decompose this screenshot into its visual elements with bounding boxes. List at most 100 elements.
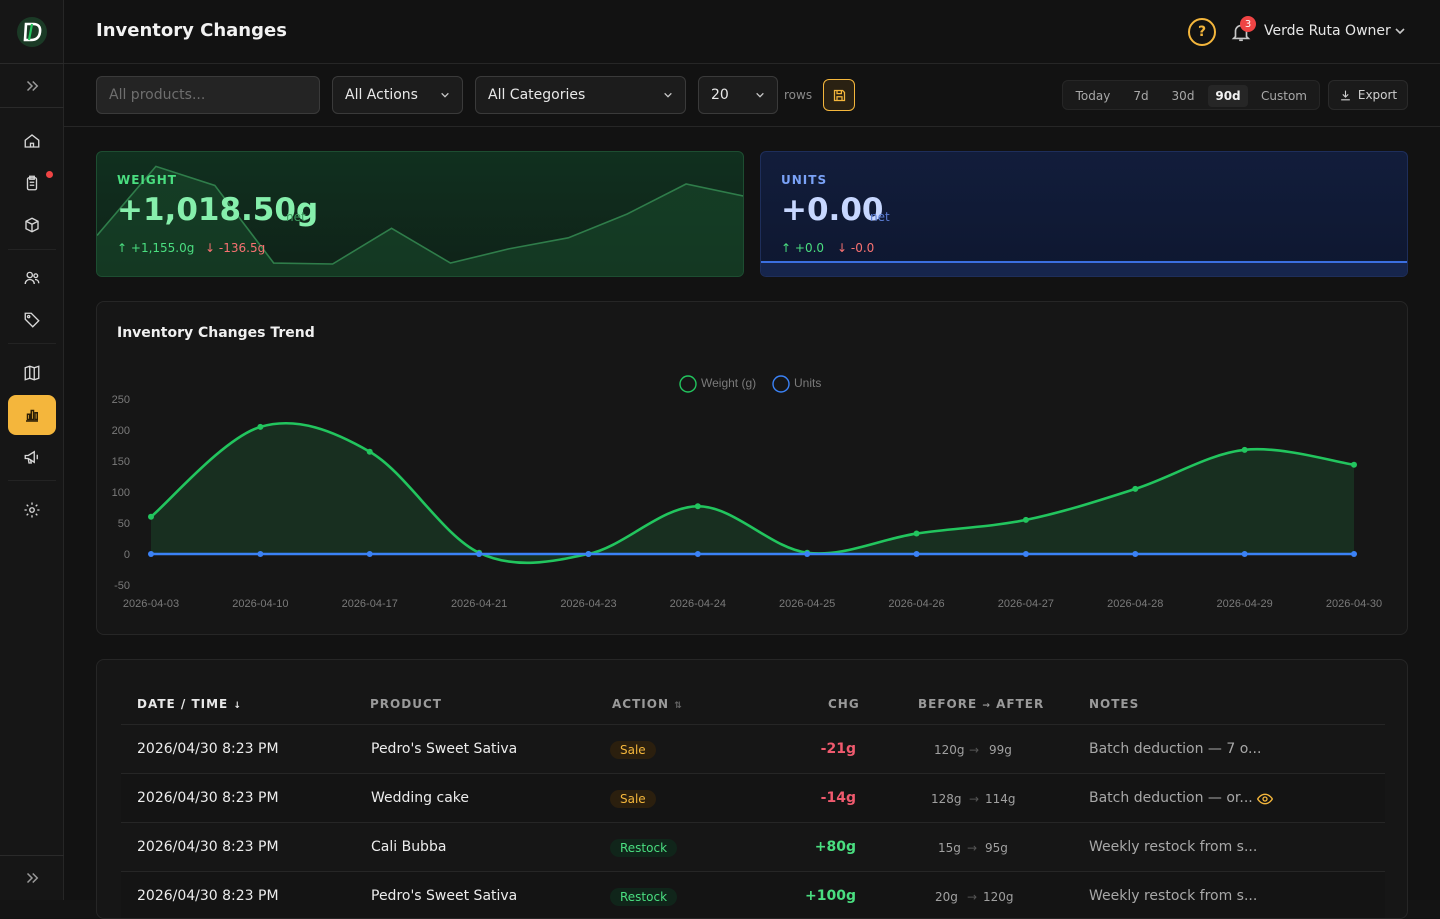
weight-data-point bbox=[913, 530, 920, 537]
weight-increase: ↑ +1,155.0g bbox=[117, 241, 194, 255]
sidebar-item-marketing[interactable] bbox=[8, 437, 56, 477]
row-change: -21g bbox=[820, 741, 856, 757]
range-90d[interactable]: 90d bbox=[1208, 85, 1248, 107]
arrow-right-icon: → bbox=[982, 701, 991, 711]
units-increase: ↑ +0.0 bbox=[781, 241, 824, 255]
collapse-sidebar-button[interactable] bbox=[8, 858, 56, 898]
rows-label: rows bbox=[784, 88, 813, 102]
chevron-down-icon bbox=[664, 92, 672, 98]
units-data-point bbox=[366, 551, 373, 557]
weight-stat-card: WEIGHT +1,018.50g net ↑ +1,155.0g ↓ -136… bbox=[96, 151, 744, 277]
arrow-down-icon: ↓ bbox=[837, 241, 848, 255]
arrow-right-icon: → bbox=[969, 743, 980, 757]
units-increase-value: +0.0 bbox=[794, 241, 825, 255]
expand-sidebar-button[interactable] bbox=[8, 66, 56, 106]
weight-label: WEIGHT bbox=[117, 173, 177, 187]
y-tick-label: 250 bbox=[112, 394, 130, 406]
chevron-down-icon[interactable] bbox=[1394, 25, 1406, 37]
legend-marker bbox=[679, 375, 697, 393]
sidebar-item-settings[interactable] bbox=[8, 490, 56, 530]
units-data-point bbox=[257, 551, 264, 557]
row-notes: Weekly restock from s... bbox=[1089, 888, 1258, 904]
sort-icon: ⇅ bbox=[674, 701, 683, 711]
trend-chart-card: Inventory Changes Trend 250 200 150 100 50 0 -… bbox=[96, 301, 1408, 635]
sidebar-item-customers[interactable] bbox=[8, 258, 56, 298]
arrow-up-icon: ↑ bbox=[781, 241, 792, 255]
sidebar-item-orders[interactable] bbox=[8, 163, 56, 203]
export-button[interactable]: Export bbox=[1328, 80, 1408, 110]
arrow-right-icon: → bbox=[969, 792, 980, 806]
action-filter-select[interactable]: All Actions bbox=[332, 76, 463, 114]
eye-icon[interactable] bbox=[1257, 792, 1273, 806]
weight-series-area bbox=[151, 423, 1354, 563]
legend-marker bbox=[772, 375, 790, 393]
row-product: Pedro's Sweet Sativa bbox=[371, 741, 518, 757]
legend-label: Units bbox=[794, 376, 821, 390]
row-after: 99g bbox=[989, 743, 1012, 757]
box-icon bbox=[25, 217, 39, 233]
column-header-chg: CHG bbox=[828, 697, 860, 711]
sidebar-item-products[interactable] bbox=[8, 205, 56, 245]
range-today[interactable]: Today bbox=[1075, 89, 1111, 103]
row-notes: Batch deduction — or... bbox=[1089, 790, 1253, 806]
category-filter-select[interactable]: All Categories bbox=[475, 76, 686, 114]
x-tick-label: 2026-04-17 bbox=[342, 598, 398, 610]
row-change: +80g bbox=[814, 839, 856, 855]
arrow-right-icon: → bbox=[967, 890, 978, 904]
help-button[interactable]: ? bbox=[1188, 18, 1216, 46]
row-after: 120g bbox=[983, 890, 1014, 904]
clipboard-icon bbox=[26, 175, 38, 191]
table-row[interactable]: 2026/04/30 8:23 PM Wedding cake Sale -14… bbox=[121, 773, 1385, 822]
changes-table: DATE / TIME ↓ PRODUCT ACTION ⇅ CHG BEFOR… bbox=[96, 659, 1408, 919]
column-header-action[interactable]: ACTION ⇅ bbox=[612, 697, 683, 711]
download-icon bbox=[1341, 90, 1350, 100]
notification-badge: 3 bbox=[1240, 16, 1256, 32]
range-7d[interactable]: 7d bbox=[1133, 89, 1149, 103]
header: Inventory Changes ? 3 Verde Ruta Owner bbox=[64, 0, 1440, 64]
table-row[interactable]: 2026/04/30 8:23 PM Cali Bubba Restock +8… bbox=[121, 822, 1385, 871]
x-tick-label: 2026-04-27 bbox=[998, 598, 1054, 610]
range-30d[interactable]: 30d bbox=[1171, 89, 1195, 103]
megaphone-icon bbox=[24, 450, 38, 464]
sidebar-item-home[interactable] bbox=[8, 121, 56, 161]
weight-data-point bbox=[1132, 485, 1139, 492]
x-tick-label: 2026-04-03 bbox=[123, 598, 179, 610]
column-header-date[interactable]: DATE / TIME ↓ bbox=[137, 697, 242, 711]
x-tick-label: 2026-04-25 bbox=[779, 598, 835, 610]
chevrons-right-icon bbox=[26, 80, 39, 92]
y-tick-label: 100 bbox=[112, 487, 130, 499]
save-view-button[interactable] bbox=[823, 79, 855, 111]
column-header-product: PRODUCT bbox=[370, 697, 442, 711]
row-before: 128g bbox=[931, 792, 962, 806]
gear-icon bbox=[24, 502, 40, 518]
units-net-label: net bbox=[870, 210, 890, 224]
sort-desc-icon: ↓ bbox=[233, 701, 242, 711]
user-menu[interactable]: Verde Ruta Owner bbox=[1264, 23, 1391, 39]
search-input[interactable]: All products... bbox=[96, 76, 320, 114]
arrow-right-icon: → bbox=[967, 841, 978, 855]
row-before: 15g bbox=[938, 841, 961, 855]
weight-data-point bbox=[366, 448, 373, 455]
action-filter-value: All Actions bbox=[345, 87, 418, 103]
sidebar-item-discounts[interactable] bbox=[8, 300, 56, 340]
legend-label: Weight (g) bbox=[701, 376, 756, 390]
arrow-down-icon: ↓ bbox=[205, 241, 216, 255]
chevron-down-icon bbox=[756, 92, 764, 98]
sidebar-item-reports[interactable] bbox=[8, 395, 56, 435]
trend-chart: 250 200 150 100 50 0 -50 2026-04-03 2026-04-10 20… bbox=[112, 375, 1382, 610]
table-row[interactable]: 2026/04/30 8:23 PM Pedro's Sweet Sativa … bbox=[121, 871, 1385, 918]
rows-per-page-select[interactable]: 20 bbox=[698, 76, 778, 114]
table-row[interactable]: 2026/04/30 8:23 PM Pedro's Sweet Sativa … bbox=[121, 724, 1385, 773]
weight-value: +1,018.50g bbox=[117, 192, 319, 228]
export-label: Export bbox=[1357, 88, 1398, 102]
units-stat-card: UNITS +0.00 net ↑ +0.0 ↓ -0.0 bbox=[760, 151, 1408, 277]
range-custom[interactable]: Custom bbox=[1261, 89, 1307, 103]
home-icon bbox=[24, 134, 40, 148]
weight-increase-value: +1,155.0g bbox=[130, 241, 195, 255]
logo-icon[interactable] bbox=[16, 16, 48, 48]
weight-data-point bbox=[1351, 461, 1357, 468]
sidebar bbox=[0, 0, 64, 900]
weight-decrease-value: -136.5g bbox=[218, 241, 266, 255]
sidebar-item-catalog[interactable] bbox=[8, 353, 56, 393]
row-product: Pedro's Sweet Sativa bbox=[371, 888, 518, 904]
